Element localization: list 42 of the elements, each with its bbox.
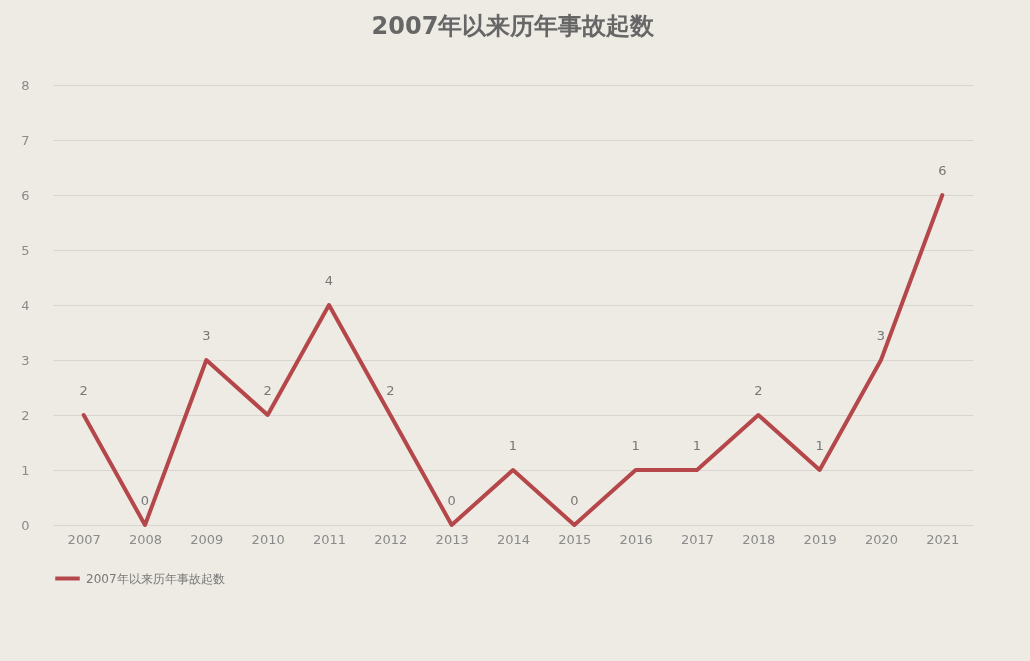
x-tick-label: 2021 xyxy=(926,531,960,547)
data-label: 1 xyxy=(815,438,824,453)
data-label: 1 xyxy=(631,438,640,453)
x-tick-label: 2020 xyxy=(864,531,899,547)
y-tick-label: 3 xyxy=(21,352,30,368)
x-tick-label: 2009 xyxy=(190,531,224,547)
x-tick-label: 2019 xyxy=(803,531,837,547)
y-tick-label: 5 xyxy=(21,242,30,258)
data-label: 2 xyxy=(263,383,272,398)
y-tick-label: 4 xyxy=(21,297,30,313)
x-tick-label: 2007 xyxy=(67,531,101,547)
data-label: 3 xyxy=(202,328,211,343)
line-series xyxy=(81,193,945,527)
data-label: 0 xyxy=(140,493,150,508)
x-tick-label: 2014 xyxy=(496,531,531,547)
x-tick-label: 2015 xyxy=(558,531,592,547)
y-tick-label: 6 xyxy=(21,187,30,203)
chart-title: 2007年以来历年事故起数 xyxy=(371,12,656,40)
x-tick-label: 2008 xyxy=(128,531,163,547)
data-label: 1 xyxy=(508,438,518,453)
data-label: 2 xyxy=(79,383,88,398)
x-tick-label: 2017 xyxy=(680,531,715,547)
y-tick-label: 7 xyxy=(21,132,30,148)
data-label: 3 xyxy=(876,328,886,343)
data-label: 0 xyxy=(447,493,456,508)
x-tick-label: 2012 xyxy=(374,531,408,547)
data-label: 1 xyxy=(692,438,702,453)
y-tick-label: 8 xyxy=(21,77,30,93)
data-label: 4 xyxy=(324,273,334,288)
x-tick-label: 2018 xyxy=(742,531,776,547)
x-tick-label: 2011 xyxy=(312,531,347,547)
y-tick-label: 2 xyxy=(21,407,30,423)
x-tick-label: 2010 xyxy=(251,531,285,547)
legend-label: 2007年以来历年事故起数 xyxy=(86,571,225,586)
data-label: 6 xyxy=(938,163,947,178)
data-label: 2 xyxy=(386,383,395,398)
y-tick-label: 0 xyxy=(21,517,30,533)
x-tick-label: 2013 xyxy=(435,531,469,547)
data-label: 0 xyxy=(570,493,579,508)
y-tick-label: 1 xyxy=(21,462,30,478)
x-tick-label: 2016 xyxy=(619,531,653,547)
data-label: 2 xyxy=(754,383,763,398)
